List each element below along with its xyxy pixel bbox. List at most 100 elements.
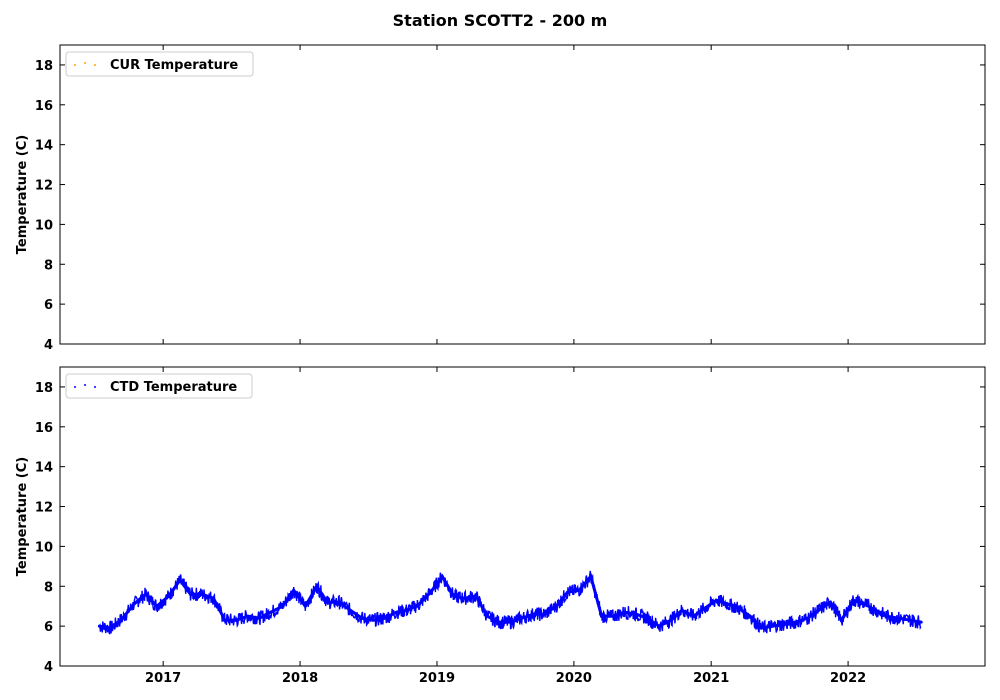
panel-2: 4 6 8 10 12 14 16 18 2017 2018 2019 2020 2021 2022 Tem… — [15, 366, 986, 686]
data-point — [280, 604, 284, 608]
data-point — [851, 598, 855, 602]
y-tick-label: 8 — [44, 258, 53, 273]
x-tick-label: 2019 — [419, 671, 455, 686]
y-tick-label: 4 — [44, 660, 53, 675]
data-point — [577, 588, 581, 592]
data-point — [863, 602, 867, 606]
data-point — [155, 604, 159, 608]
data-point — [406, 608, 410, 612]
data-point — [737, 606, 741, 610]
data-point — [200, 592, 204, 596]
legend-marker — [74, 64, 76, 66]
y-tick-label: 18 — [35, 59, 53, 74]
data-point — [452, 594, 456, 598]
data-point — [166, 594, 170, 598]
data-point — [692, 614, 695, 618]
data-point — [360, 616, 364, 620]
data-point — [417, 602, 421, 606]
data-point — [315, 584, 319, 588]
data-point — [669, 618, 673, 622]
data-point — [132, 602, 136, 606]
data-point — [829, 600, 832, 604]
legend-marker — [94, 64, 96, 66]
data-point — [885, 614, 889, 618]
y-tick-label: 14 — [35, 461, 53, 476]
plot-frame — [59, 44, 986, 345]
data-point — [144, 592, 147, 596]
legend-marker — [94, 386, 96, 388]
legend-marker — [84, 384, 86, 386]
legend-label: CTD Temperature — [110, 380, 237, 395]
data-point — [292, 588, 296, 592]
data-point — [303, 604, 307, 608]
data-point — [657, 624, 661, 628]
data-point — [714, 598, 718, 602]
data-point — [462, 596, 466, 600]
plot-frame — [59, 366, 986, 667]
data-point — [109, 626, 113, 630]
legend-marker — [84, 62, 86, 64]
x-tick-label: 2022 — [830, 671, 866, 686]
panel-1: 4 6 8 10 12 14 16 18 Temperature (C) CUR Temperat… — [15, 44, 986, 353]
data-point — [337, 600, 341, 604]
data-point — [600, 614, 604, 618]
y-tick-label: 18 — [35, 381, 53, 396]
data-point — [726, 602, 730, 606]
data-point — [634, 612, 638, 616]
chart-title: Station SCOTT2 - 200 m — [393, 11, 608, 30]
data-point — [234, 618, 238, 622]
data-point — [554, 604, 558, 608]
data-point — [269, 610, 273, 614]
data-point — [748, 614, 752, 618]
y-tick-label: 6 — [44, 298, 53, 313]
data-point — [645, 616, 649, 620]
x-tick-label: 2017 — [145, 671, 181, 686]
data-point — [806, 616, 810, 620]
data-point — [817, 608, 821, 612]
y-tick-label: 16 — [35, 421, 53, 436]
y-tick-label: 16 — [35, 99, 53, 114]
legend-label: CUR Temperature — [110, 58, 238, 73]
data-point — [840, 618, 844, 622]
data-point — [908, 618, 912, 622]
y-tick-label: 12 — [35, 179, 53, 194]
data-point — [771, 624, 775, 628]
data-point — [440, 574, 444, 578]
data-point — [782, 622, 786, 626]
y-tick-label: 10 — [35, 540, 53, 555]
series-trace-2-1 — [98, 570, 922, 635]
data-point — [759, 626, 763, 630]
data-point — [919, 620, 923, 624]
data-point — [794, 620, 798, 624]
data-point — [474, 594, 478, 598]
y-tick-label: 12 — [35, 501, 53, 516]
x-tick-label: 2021 — [693, 671, 729, 686]
data-point — [589, 574, 593, 578]
data-point — [703, 606, 707, 610]
y-tick-label: 8 — [44, 580, 53, 595]
data-point — [121, 616, 125, 620]
data-point — [395, 610, 398, 614]
y-axis-label: Temperature (C) — [15, 135, 30, 254]
data-point — [874, 608, 877, 612]
legend-marker — [74, 386, 76, 388]
data-point — [211, 596, 215, 600]
data-point — [531, 612, 535, 616]
data-point — [485, 614, 489, 618]
data-point — [383, 616, 387, 620]
data-point — [611, 614, 615, 618]
data-point — [566, 590, 569, 594]
y-tick-label: 6 — [44, 620, 53, 635]
x-tick-label: 2018 — [282, 671, 318, 686]
data-point — [178, 578, 182, 582]
data-point — [508, 620, 512, 624]
data-point — [246, 614, 250, 618]
data-point — [348, 608, 352, 612]
data-point — [520, 616, 524, 620]
legend-box — [65, 373, 253, 399]
x-tick-label: 2020 — [556, 671, 592, 686]
data-point — [896, 616, 900, 620]
y-axis-label: Temperature (C) — [15, 457, 30, 576]
data-point — [623, 610, 626, 614]
